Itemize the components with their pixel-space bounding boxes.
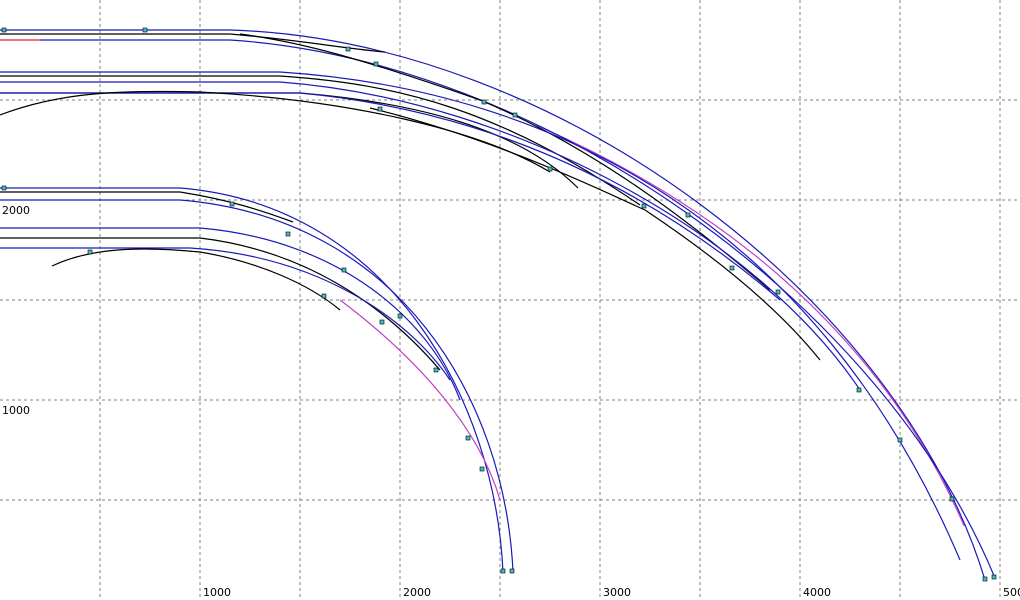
joint <box>87 249 93 255</box>
joint <box>897 437 903 443</box>
joint <box>856 387 862 393</box>
y-coordinate-label: 1000 <box>2 404 30 417</box>
track <box>51 248 341 311</box>
track <box>0 199 514 573</box>
track-section <box>339 299 501 501</box>
x-coordinate-label: 1000 <box>203 586 231 599</box>
joint <box>321 293 327 299</box>
track <box>369 107 821 361</box>
x-coordinate-label: 4000 <box>803 586 831 599</box>
joint <box>1 27 7 33</box>
joint <box>465 435 471 441</box>
inner-track-group <box>0 187 514 573</box>
joints <box>1 27 997 582</box>
track <box>0 92 781 301</box>
joint <box>479 466 485 472</box>
joint <box>481 99 487 105</box>
track <box>0 187 504 573</box>
joint <box>775 289 781 295</box>
joint <box>345 46 351 52</box>
track <box>0 71 961 561</box>
joint <box>500 568 506 574</box>
joint <box>397 313 403 319</box>
joint <box>641 203 647 209</box>
y-coordinate-label: 2000 <box>2 204 30 217</box>
joint <box>949 496 955 502</box>
track <box>0 247 451 381</box>
joint <box>377 106 383 112</box>
joint <box>341 267 347 273</box>
outer-track-group <box>0 29 996 581</box>
x-coordinate-label: 500 <box>1003 586 1020 599</box>
track <box>239 33 771 291</box>
track <box>0 81 861 391</box>
x-coordinate-label: 2000 <box>403 586 431 599</box>
joint <box>229 201 235 207</box>
track <box>0 75 641 206</box>
track <box>0 29 986 581</box>
track <box>0 92 579 189</box>
x-coordinate-label: 3000 <box>603 586 631 599</box>
joint <box>373 61 379 67</box>
track <box>0 237 441 371</box>
track <box>0 191 294 223</box>
joint <box>685 212 691 218</box>
track <box>40 39 996 579</box>
joint <box>509 568 515 574</box>
track <box>0 33 386 53</box>
joint <box>991 574 997 580</box>
joint <box>142 27 148 33</box>
joint <box>379 319 385 325</box>
joint <box>433 367 439 373</box>
joint <box>512 112 518 118</box>
joint <box>285 231 291 237</box>
joint <box>547 166 553 172</box>
joint <box>1 185 7 191</box>
track <box>0 227 461 401</box>
joint <box>729 265 735 271</box>
track-section <box>499 109 986 581</box>
axis-labels: 1000 2000 3000 4000 500 2000 1000 <box>2 204 1020 599</box>
joint <box>982 576 988 582</box>
